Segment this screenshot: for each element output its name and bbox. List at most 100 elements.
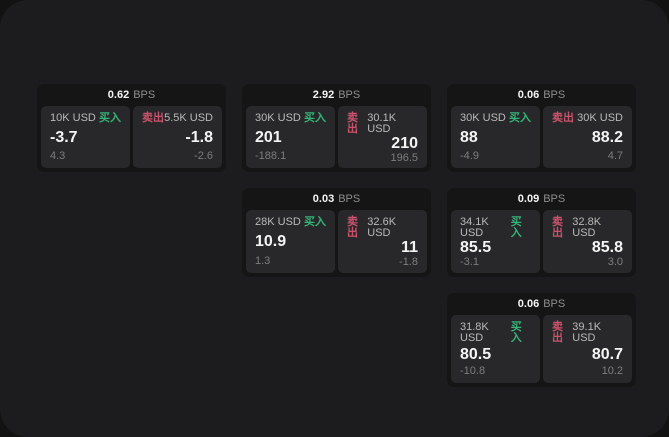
buy-quote-panel[interactable]: 30K USD 买入 201 -188.1 bbox=[246, 106, 335, 168]
spread-value: 0.06 bbox=[517, 88, 540, 101]
buy-panel-header: 28K USD 买入 bbox=[255, 217, 326, 228]
sell-price: 85.8 bbox=[591, 239, 623, 256]
sell-side-label: 卖出 bbox=[552, 321, 563, 344]
sell-panel-header: 卖出 32.6K USD bbox=[347, 217, 418, 239]
buy-amount-label: 30K USD bbox=[460, 112, 506, 124]
spread-unit: BPS bbox=[543, 297, 566, 310]
card-spread-header: 2.92 BPS bbox=[242, 84, 431, 106]
quote-card: 2.92 BPS 30K USD 买入 201 -188.1 卖出 30.1K … bbox=[242, 84, 431, 172]
sell-amount-label: 39.1K USD bbox=[572, 321, 602, 344]
sell-quote-panel[interactable]: 卖出 5.5K USD -1.8 -2.6 bbox=[133, 106, 222, 168]
sell-side-label: 卖出 bbox=[552, 216, 563, 239]
sell-price: 80.7 bbox=[591, 346, 623, 364]
buy-amount-label: 34.1K USD bbox=[460, 216, 489, 239]
buy-amount-label: 30K USD bbox=[255, 112, 301, 124]
buy-panel-header: 30K USD 买入 bbox=[255, 113, 326, 124]
sell-delta: -2.6 bbox=[194, 150, 213, 162]
quote-card: 0.06 BPS 30K USD 买入 88 -4.9 卖出 30K USD bbox=[447, 84, 636, 172]
sell-delta: -1.8 bbox=[399, 255, 418, 268]
buy-side-label: 买入 bbox=[510, 321, 522, 344]
sell-amount-label: 30K USD bbox=[577, 112, 623, 124]
buy-price: 10.9 bbox=[255, 233, 287, 251]
sell-quote-panel[interactable]: 卖出 30K USD 88.2 4.7 bbox=[543, 106, 632, 168]
sell-side-label: 卖出 bbox=[347, 216, 358, 239]
buy-side-label: 买入 bbox=[304, 112, 326, 124]
buy-amount-label: 10K USD bbox=[50, 112, 96, 124]
quote-card-grid: 0.62 BPS 10K USD 买入 -3.7 4.3 卖出 5.5K USD bbox=[37, 84, 636, 387]
sell-amount-label: 32.8K USD bbox=[572, 216, 602, 239]
spread-value: 2.92 bbox=[312, 88, 335, 101]
buy-quote-panel[interactable]: 31.8K USD 买入 80.5 -10.8 bbox=[451, 315, 540, 383]
buy-side-label: 买入 bbox=[510, 216, 522, 239]
buy-price: 85.5 bbox=[460, 239, 492, 256]
spread-value: 0.06 bbox=[517, 297, 540, 310]
buy-amount-label: 28K USD bbox=[255, 216, 301, 228]
quote-card: 0.06 BPS 31.8K USD 买入 80.5 -10.8 卖出 39.1… bbox=[447, 293, 636, 387]
sell-price: -1.8 bbox=[185, 128, 213, 146]
card-body: 34.1K USD 买入 85.5 -3.1 卖出 32.8K USD 85.8… bbox=[447, 210, 636, 277]
buy-delta: -10.8 bbox=[460, 365, 486, 377]
quote-card: 0.09 BPS 34.1K USD 买入 85.5 -3.1 卖出 32.8K… bbox=[447, 188, 636, 277]
card-body: 31.8K USD 买入 80.5 -10.8 卖出 39.1K USD 80.… bbox=[447, 315, 636, 387]
sell-quote-panel[interactable]: 卖出 32.8K USD 85.8 3.0 bbox=[543, 210, 632, 273]
sell-panel-header: 卖出 32.8K USD bbox=[552, 217, 623, 239]
sell-side-label: 卖出 bbox=[347, 112, 358, 135]
sell-amount-label: 5.5K USD bbox=[164, 112, 213, 124]
buy-quote-panel[interactable]: 28K USD 买入 10.9 1.3 bbox=[246, 210, 335, 273]
sell-price: 11 bbox=[401, 239, 418, 256]
sell-panel-header: 卖出 30.1K USD bbox=[347, 113, 418, 135]
buy-delta: -4.9 bbox=[460, 150, 479, 162]
buy-quote-panel[interactable]: 34.1K USD 买入 85.5 -3.1 bbox=[451, 210, 540, 273]
sell-panel-header: 卖出 5.5K USD bbox=[142, 113, 213, 124]
card-body: 30K USD 买入 88 -4.9 卖出 30K USD 88.2 4.7 bbox=[447, 106, 636, 172]
spread-unit: BPS bbox=[133, 88, 156, 101]
sell-price: 210 bbox=[391, 135, 418, 152]
sell-side-label: 卖出 bbox=[142, 112, 164, 124]
buy-panel-header: 34.1K USD 买入 bbox=[460, 217, 531, 239]
sell-amount-label: 30.1K USD bbox=[367, 112, 397, 135]
buy-amount-label: 31.8K USD bbox=[460, 321, 489, 344]
spread-value: 0.09 bbox=[517, 192, 540, 205]
card-spread-header: 0.06 BPS bbox=[447, 84, 636, 106]
sell-quote-panel[interactable]: 卖出 30.1K USD 210 196.5 bbox=[338, 106, 427, 168]
buy-delta: -3.1 bbox=[460, 255, 479, 268]
sell-quote-panel[interactable]: 卖出 32.6K USD 11 -1.8 bbox=[338, 210, 427, 273]
sell-amount-label: 32.6K USD bbox=[367, 216, 397, 239]
buy-delta: -188.1 bbox=[255, 150, 287, 162]
card-spread-header: 0.06 BPS bbox=[447, 293, 636, 315]
sell-delta: 196.5 bbox=[390, 151, 418, 164]
buy-delta: 4.3 bbox=[50, 150, 66, 162]
buy-price: 88 bbox=[460, 128, 478, 146]
quote-card: 0.62 BPS 10K USD 买入 -3.7 4.3 卖出 5.5K USD bbox=[37, 84, 226, 172]
sell-delta: 10.2 bbox=[601, 365, 623, 377]
buy-quote-panel[interactable]: 10K USD 买入 -3.7 4.3 bbox=[41, 106, 130, 168]
spread-value: 0.03 bbox=[312, 192, 335, 205]
spread-unit: BPS bbox=[543, 88, 566, 101]
buy-panel-header: 31.8K USD 买入 bbox=[460, 322, 531, 344]
sell-panel-header: 卖出 30K USD bbox=[552, 113, 623, 124]
spread-unit: BPS bbox=[338, 192, 361, 205]
sell-quote-panel[interactable]: 卖出 39.1K USD 80.7 10.2 bbox=[543, 315, 632, 383]
buy-quote-panel[interactable]: 30K USD 买入 88 -4.9 bbox=[451, 106, 540, 168]
buy-delta: 1.3 bbox=[255, 255, 271, 267]
buy-panel-header: 10K USD 买入 bbox=[50, 113, 121, 124]
buy-price: 80.5 bbox=[460, 346, 492, 364]
card-body: 10K USD 买入 -3.7 4.3 卖出 5.5K USD -1.8 -2.… bbox=[37, 106, 226, 172]
buy-side-label: 买入 bbox=[304, 216, 326, 228]
sell-panel-header: 卖出 39.1K USD bbox=[552, 322, 623, 344]
buy-side-label: 买入 bbox=[509, 112, 531, 124]
sell-side-label: 卖出 bbox=[552, 112, 574, 124]
card-spread-header: 0.62 BPS bbox=[37, 84, 226, 106]
sell-price: 88.2 bbox=[591, 128, 623, 146]
buy-price: -3.7 bbox=[50, 128, 78, 146]
spread-unit: BPS bbox=[543, 192, 566, 205]
sell-delta: 3.0 bbox=[607, 255, 623, 268]
sell-delta: 4.7 bbox=[607, 150, 623, 162]
card-spread-header: 0.09 BPS bbox=[447, 188, 636, 210]
buy-price: 201 bbox=[255, 128, 282, 146]
quote-card: 0.03 BPS 28K USD 买入 10.9 1.3 卖出 32.6K US… bbox=[242, 188, 431, 277]
spread-value: 0.62 bbox=[107, 88, 130, 101]
card-body: 30K USD 买入 201 -188.1 卖出 30.1K USD 210 1… bbox=[242, 106, 431, 172]
buy-side-label: 买入 bbox=[99, 112, 121, 124]
